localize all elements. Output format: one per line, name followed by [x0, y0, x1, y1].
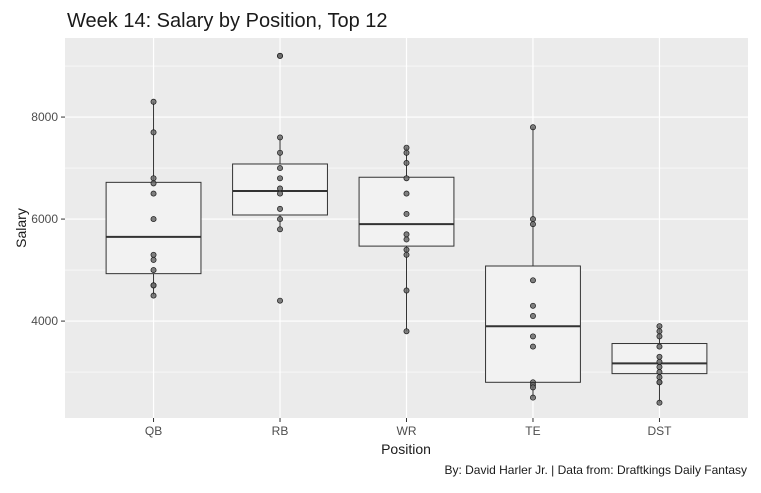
- data-point-dst: [656, 333, 663, 340]
- x-tick-label: RB: [272, 424, 289, 438]
- x-tick-label: TE: [525, 424, 540, 438]
- data-point-dst: [656, 364, 663, 370]
- data-point-wr: [403, 160, 410, 166]
- data-point-wr: [403, 287, 410, 294]
- data-point-qb: [150, 98, 157, 105]
- data-point-qb: [150, 267, 157, 274]
- data-point-qb: [150, 190, 157, 197]
- data-point-te: [530, 394, 536, 401]
- x-tick-label: QB: [145, 424, 162, 438]
- data-point-te: [530, 124, 536, 131]
- data-point-qb: [150, 256, 157, 263]
- data-point-wr: [403, 144, 410, 151]
- data-point-rb: [277, 134, 283, 141]
- data-point-dst: [656, 374, 663, 381]
- data-point-wr: [403, 251, 410, 258]
- data-point-te: [530, 216, 536, 223]
- data-point-te: [530, 277, 536, 284]
- data-point-dst: [656, 353, 663, 360]
- x-tick-label: WR: [397, 424, 417, 438]
- data-point-te: [530, 333, 536, 340]
- data-point-dst: [656, 328, 663, 335]
- data-point-dst: [656, 323, 663, 330]
- y-axis: 4000 6000 8000: [31, 110, 65, 328]
- data-point-rb: [277, 149, 283, 156]
- data-point-qb: [150, 282, 157, 289]
- data-point-wr: [403, 246, 410, 253]
- data-point-wr: [403, 236, 410, 243]
- data-point-rb: [277, 190, 283, 197]
- data-point-qb: [150, 129, 157, 136]
- data-point-rb: [277, 226, 283, 233]
- data-point-qb: [150, 180, 157, 187]
- data-points: [150, 52, 663, 406]
- data-point-rb: [277, 175, 283, 182]
- y-tick-label: 6000: [31, 212, 58, 226]
- y-tick-label: 4000: [31, 314, 58, 328]
- chart-title: Week 14: Salary by Position, Top 12: [67, 10, 388, 32]
- data-point-dst: [656, 343, 663, 350]
- data-point-dst: [656, 369, 663, 376]
- data-point-rb: [277, 185, 283, 192]
- data-point-wr: [403, 211, 410, 217]
- y-axis-label: Salary: [13, 208, 29, 248]
- data-point-te: [530, 384, 536, 391]
- data-point-rb: [277, 297, 283, 304]
- data-point-te: [530, 313, 536, 319]
- data-point-qb: [150, 175, 157, 182]
- data-point-wr: [403, 231, 410, 238]
- data-point-rb: [277, 205, 283, 212]
- box-iqr: [485, 265, 581, 383]
- data-point-qb: [150, 292, 157, 299]
- data-point-dst: [656, 358, 663, 365]
- data-point-dst: [656, 379, 663, 386]
- data-point-dst: [656, 399, 663, 406]
- data-point-qb: [150, 251, 157, 258]
- data-point-wr: [403, 175, 410, 182]
- y-tick-label: 8000: [31, 110, 58, 124]
- x-tick-label: DST: [647, 424, 672, 438]
- boxplot-te: [485, 127, 581, 398]
- data-point-rb: [277, 216, 283, 223]
- data-point-te: [530, 221, 536, 228]
- x-axis: QB RB WR TE DST: [145, 418, 672, 438]
- data-point-wr: [403, 190, 410, 197]
- data-point-te: [530, 343, 536, 350]
- data-point-rb: [277, 52, 283, 59]
- data-point-wr: [403, 328, 410, 335]
- data-point-qb: [150, 216, 157, 223]
- chart-caption: By: David Harler Jr. | Data from: Draftk…: [444, 463, 747, 477]
- data-point-wr: [403, 149, 410, 156]
- data-point-rb: [277, 165, 283, 172]
- data-point-te: [530, 302, 536, 309]
- x-axis-label: Position: [381, 441, 431, 457]
